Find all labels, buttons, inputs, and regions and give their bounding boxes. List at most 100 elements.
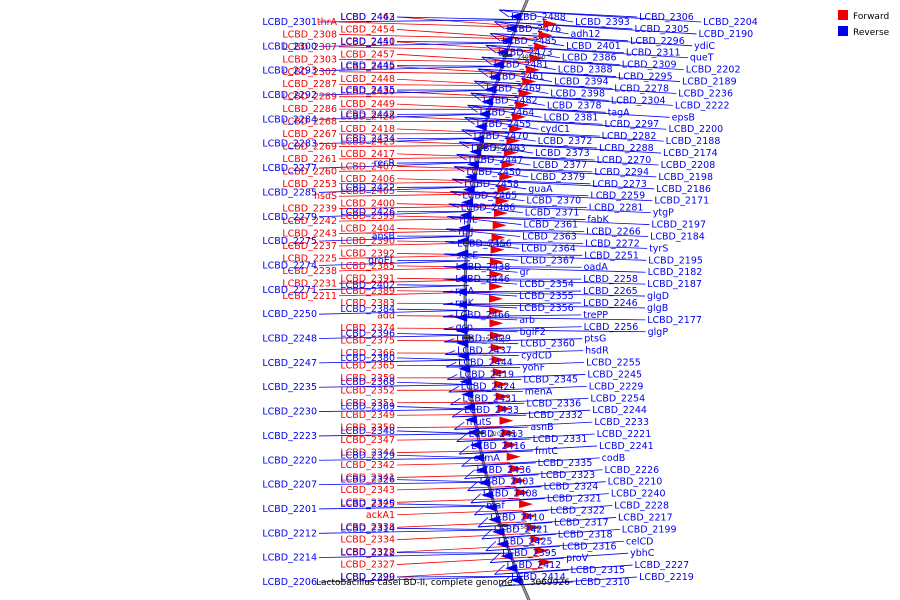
reverse-feature [469,441,482,450]
gene-leader-line [446,228,649,237]
reverse-gene-label: ptsG [584,334,606,345]
gene-leader-line [443,266,646,273]
reverse-gene-label: LCBD_2438 [456,262,511,273]
gene-leader-line [396,381,475,386]
reverse-gene-label: recR [374,158,396,169]
reverse-feature [509,12,522,21]
reverse-feature [500,552,513,561]
reverse-gene-label: LCBD_2294 [594,167,649,178]
gene-leader-line [490,552,629,564]
forward-gene-label: LCBD_2448 [340,74,395,85]
reverse-gene-label: tyrS [649,243,668,254]
gene-leader-line [396,413,501,416]
reverse-feature [464,415,477,424]
reverse-gene-label: asnB [530,422,553,433]
forward-gene-label: add [377,311,395,322]
reverse-gene-label: fmtC [535,446,558,457]
reverse-feature [457,352,470,361]
gene-leader-line [454,421,465,430]
reverse-gene-label: LCBD_2202 [686,65,741,76]
forward-gene-label: LCBD_2406 [340,174,395,185]
reverse-gene-label: LCBD_2241 [599,441,654,452]
reverse-gene-label: LCBD_2377 [533,160,588,171]
gene-leader-line [494,564,505,575]
reverse-feature [477,478,490,487]
reverse-gene-label: LCBD_2223 [262,431,317,442]
reverse-gene-label: arb [519,315,535,326]
reverse-gene-label: LCBD_2297 [605,119,660,130]
reverse-gene-label: LCBD_2445 [340,61,395,72]
reverse-gene-label: LCBD_2212 [262,528,317,539]
reverse-gene-label: LCBD_2295 [618,72,673,83]
gene-leader-line [396,53,531,63]
forward-feature [503,148,518,157]
gene-leader-line [450,191,653,202]
gene-leader-line [447,374,458,380]
forward-gene-label: LCBD_2359 [340,373,395,384]
forward-gene-label: LCBD_2267 [282,129,337,140]
forward-feature [538,31,553,40]
gene-leader-line [450,191,461,197]
gene-leader-line [318,161,482,169]
reverse-gene-label: LCBD_2283 [262,139,317,150]
forward-gene-label: LCBD_2365 [340,360,395,371]
gene-leader-line [396,141,508,146]
gene-leader-line [485,540,497,552]
reverse-gene-label: LCBD_2329 [340,450,395,461]
reverse-gene-label: cydC1 [541,124,571,135]
reverse-gene-label: LCBD_2384 [340,304,395,315]
reverse-gene-label: LCBD_2469 [486,83,541,94]
reverse-feature [492,527,505,536]
reverse-gene-label: LCBD_2293 [262,66,317,77]
reverse-feature [505,564,518,573]
reverse-gene-label: LCBD_2246 [583,298,638,309]
forward-feature [519,500,534,509]
reverse-gene-label: LCBD_2278 [614,83,669,94]
forward-gene-label: LCBD_2457 [340,49,395,60]
gene-leader-line [318,552,515,559]
reverse-gene-label: LCBD_2244 [592,405,647,416]
reverse-gene-label: LCBD_2395 [502,548,557,559]
gene-leader-line [396,65,507,67]
forward-gene-label: LCBD_2287 [282,79,337,90]
reverse-gene-label: LCBD_2426 [340,207,395,218]
forward-gene-label: LCBD_2385 [340,261,395,272]
gene-leader-line [470,92,545,106]
gene-leader-line [446,228,521,237]
gene-leader-line [318,89,499,96]
forward-feature [530,535,545,544]
gene-leader-line [396,78,524,87]
forward-gene-label: LCBD_2383 [340,298,395,309]
legend-reverse: Reverse [838,26,889,38]
reverse-feature [484,503,497,512]
reverse-gene-label: LCBD_2424 [461,381,516,392]
reverse-gene-label: LCBD_2318 [558,529,613,540]
forward-feature [499,416,514,425]
reverse-gene-label: LCBD_2483 [471,143,526,154]
genome-title: Lactobacillus casei BD-II, complete geno… [316,578,516,588]
reverse-gene-label: LCBD_2348 [340,426,395,437]
reverse-gene-label: LCBD_2429 [456,334,511,345]
gene-leader-line [458,141,470,149]
reverse-gene-label: LCBD_2207 [262,480,317,491]
reverse-gene-label: gcp [456,322,473,333]
reverse-gene-label: LCBD_2369 [340,402,395,413]
reverse-feature [461,198,474,207]
genome-range: 0..3069926 [518,578,570,588]
scale-tick-mark [502,53,513,57]
gene-leader-line [318,285,470,291]
reverse-feature [474,122,487,131]
reverse-gene-label: LCBD_2336 [526,398,581,409]
reverse-gene-label: LCBD_2271 [262,285,317,296]
gene-leader-line [396,521,527,528]
gene-leader-line [443,266,518,273]
reverse-gene-label: LCBD_2461 [490,72,545,83]
reverse-gene-label: LCBD_2306 [639,12,694,23]
gene-leader-line [396,426,503,429]
reverse-gene-label: LCBD_2431 [462,393,517,404]
reverse-gene-label: menA [525,386,553,397]
forward-feature [495,196,510,205]
reverse-gene-label: LCBD_2233 [594,417,649,428]
forward-feature [506,136,521,145]
reverse-gene-label: adh12 [571,29,601,40]
